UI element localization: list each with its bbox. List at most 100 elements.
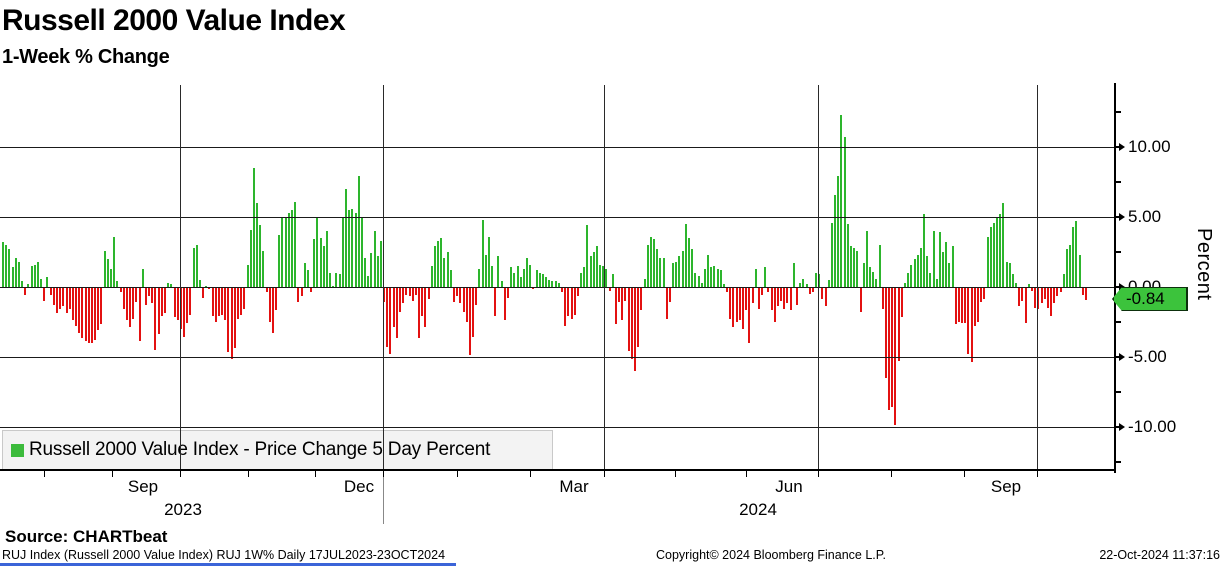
y-tick-label: 10.00 bbox=[1128, 137, 1171, 156]
bar-positive bbox=[862, 263, 865, 287]
bar-negative bbox=[468, 288, 471, 356]
bar-positive bbox=[1011, 274, 1014, 287]
bar-positive bbox=[8, 249, 11, 287]
bar-positive bbox=[341, 218, 344, 287]
bar-positive bbox=[913, 259, 916, 287]
bar-positive bbox=[287, 212, 290, 287]
bar-negative bbox=[125, 288, 128, 321]
bar-positive bbox=[843, 137, 846, 287]
bar-positive bbox=[548, 280, 551, 287]
bar-negative bbox=[786, 288, 789, 304]
bar-positive bbox=[354, 212, 357, 287]
bar-positive bbox=[1075, 221, 1078, 287]
bar-positive bbox=[1069, 245, 1072, 287]
bar-negative bbox=[1043, 288, 1046, 300]
bar-negative bbox=[65, 288, 68, 314]
bar-positive bbox=[11, 267, 14, 287]
x-month-tick bbox=[1037, 471, 1038, 477]
y-tick-label: -5.00 bbox=[1128, 347, 1167, 366]
bar-negative bbox=[81, 288, 84, 339]
bar-positive bbox=[246, 264, 249, 287]
bar-positive bbox=[513, 273, 516, 287]
bar-negative bbox=[891, 288, 894, 407]
bar-positive bbox=[722, 284, 725, 287]
bar-negative bbox=[783, 288, 786, 309]
bar-negative bbox=[265, 288, 268, 293]
bar-negative bbox=[532, 288, 535, 290]
bar-negative bbox=[729, 288, 732, 319]
x-month-tick bbox=[112, 471, 113, 477]
bar-positive bbox=[281, 217, 284, 287]
bar-positive bbox=[249, 229, 252, 287]
bar-positive bbox=[291, 210, 293, 287]
bar-negative bbox=[389, 288, 392, 354]
v-gridline bbox=[818, 85, 819, 470]
bar-positive bbox=[592, 252, 595, 287]
x-month-tick bbox=[180, 471, 181, 477]
x-axis-line bbox=[0, 469, 1115, 471]
bar-positive bbox=[923, 214, 926, 287]
bar-positive bbox=[348, 210, 351, 287]
bar-negative bbox=[748, 288, 751, 343]
bar-positive bbox=[2, 242, 4, 287]
bar-positive bbox=[675, 261, 678, 287]
bar-positive bbox=[849, 246, 852, 287]
bar-positive bbox=[764, 267, 767, 287]
bar-positive bbox=[313, 239, 316, 287]
bar-negative bbox=[173, 288, 176, 318]
x-year-label: 2024 bbox=[739, 500, 777, 519]
bar-positive bbox=[551, 281, 554, 287]
bar-negative bbox=[138, 288, 141, 342]
bar-negative bbox=[894, 288, 897, 426]
bar-positive bbox=[529, 264, 532, 287]
bar-positive bbox=[827, 280, 830, 287]
bar-negative bbox=[1034, 288, 1037, 308]
bar-negative bbox=[62, 288, 65, 307]
bar-positive bbox=[329, 273, 332, 287]
bottom-blue-bar bbox=[0, 563, 456, 566]
bar-negative bbox=[1053, 288, 1056, 304]
bar-positive bbox=[869, 267, 872, 287]
bar-negative bbox=[757, 288, 760, 309]
bar-positive bbox=[5, 245, 8, 287]
bar-positive bbox=[707, 254, 710, 287]
h-gridline bbox=[0, 287, 1115, 288]
bar-negative bbox=[71, 288, 74, 321]
bar-negative bbox=[87, 288, 90, 343]
bar-positive bbox=[27, 284, 30, 287]
bar-negative bbox=[160, 288, 163, 316]
bar-positive bbox=[170, 284, 173, 287]
bar-negative bbox=[183, 288, 186, 337]
bar-positive bbox=[910, 264, 913, 287]
bar-negative bbox=[233, 288, 236, 349]
bar-negative bbox=[59, 288, 62, 309]
bar-positive bbox=[40, 278, 43, 287]
bar-negative bbox=[668, 288, 671, 302]
bar-negative bbox=[576, 288, 579, 297]
bar-negative bbox=[983, 288, 986, 300]
bar-positive bbox=[989, 226, 992, 287]
bar-positive bbox=[815, 273, 818, 287]
bar-negative bbox=[1018, 288, 1021, 307]
bar-positive bbox=[903, 282, 906, 287]
bar-positive bbox=[278, 235, 281, 287]
y-minor-tick bbox=[1116, 111, 1121, 113]
bar-negative bbox=[224, 288, 227, 321]
bar-negative bbox=[1024, 288, 1027, 323]
x-month-label: Mar bbox=[559, 477, 589, 496]
bar-positive bbox=[691, 249, 694, 287]
bar-positive bbox=[484, 254, 487, 287]
bar-positive bbox=[656, 249, 659, 287]
bar-negative bbox=[275, 288, 278, 311]
bar-negative bbox=[1037, 288, 1040, 309]
h-gridline bbox=[0, 217, 1115, 218]
bar-negative bbox=[614, 288, 617, 325]
bar-negative bbox=[884, 288, 887, 378]
bar-positive bbox=[681, 250, 684, 287]
bar-positive bbox=[440, 238, 443, 287]
bar-negative bbox=[761, 288, 764, 295]
bar-positive bbox=[325, 231, 328, 287]
bar-negative bbox=[824, 288, 827, 307]
bar-positive bbox=[605, 268, 608, 287]
bar-positive bbox=[338, 274, 341, 287]
